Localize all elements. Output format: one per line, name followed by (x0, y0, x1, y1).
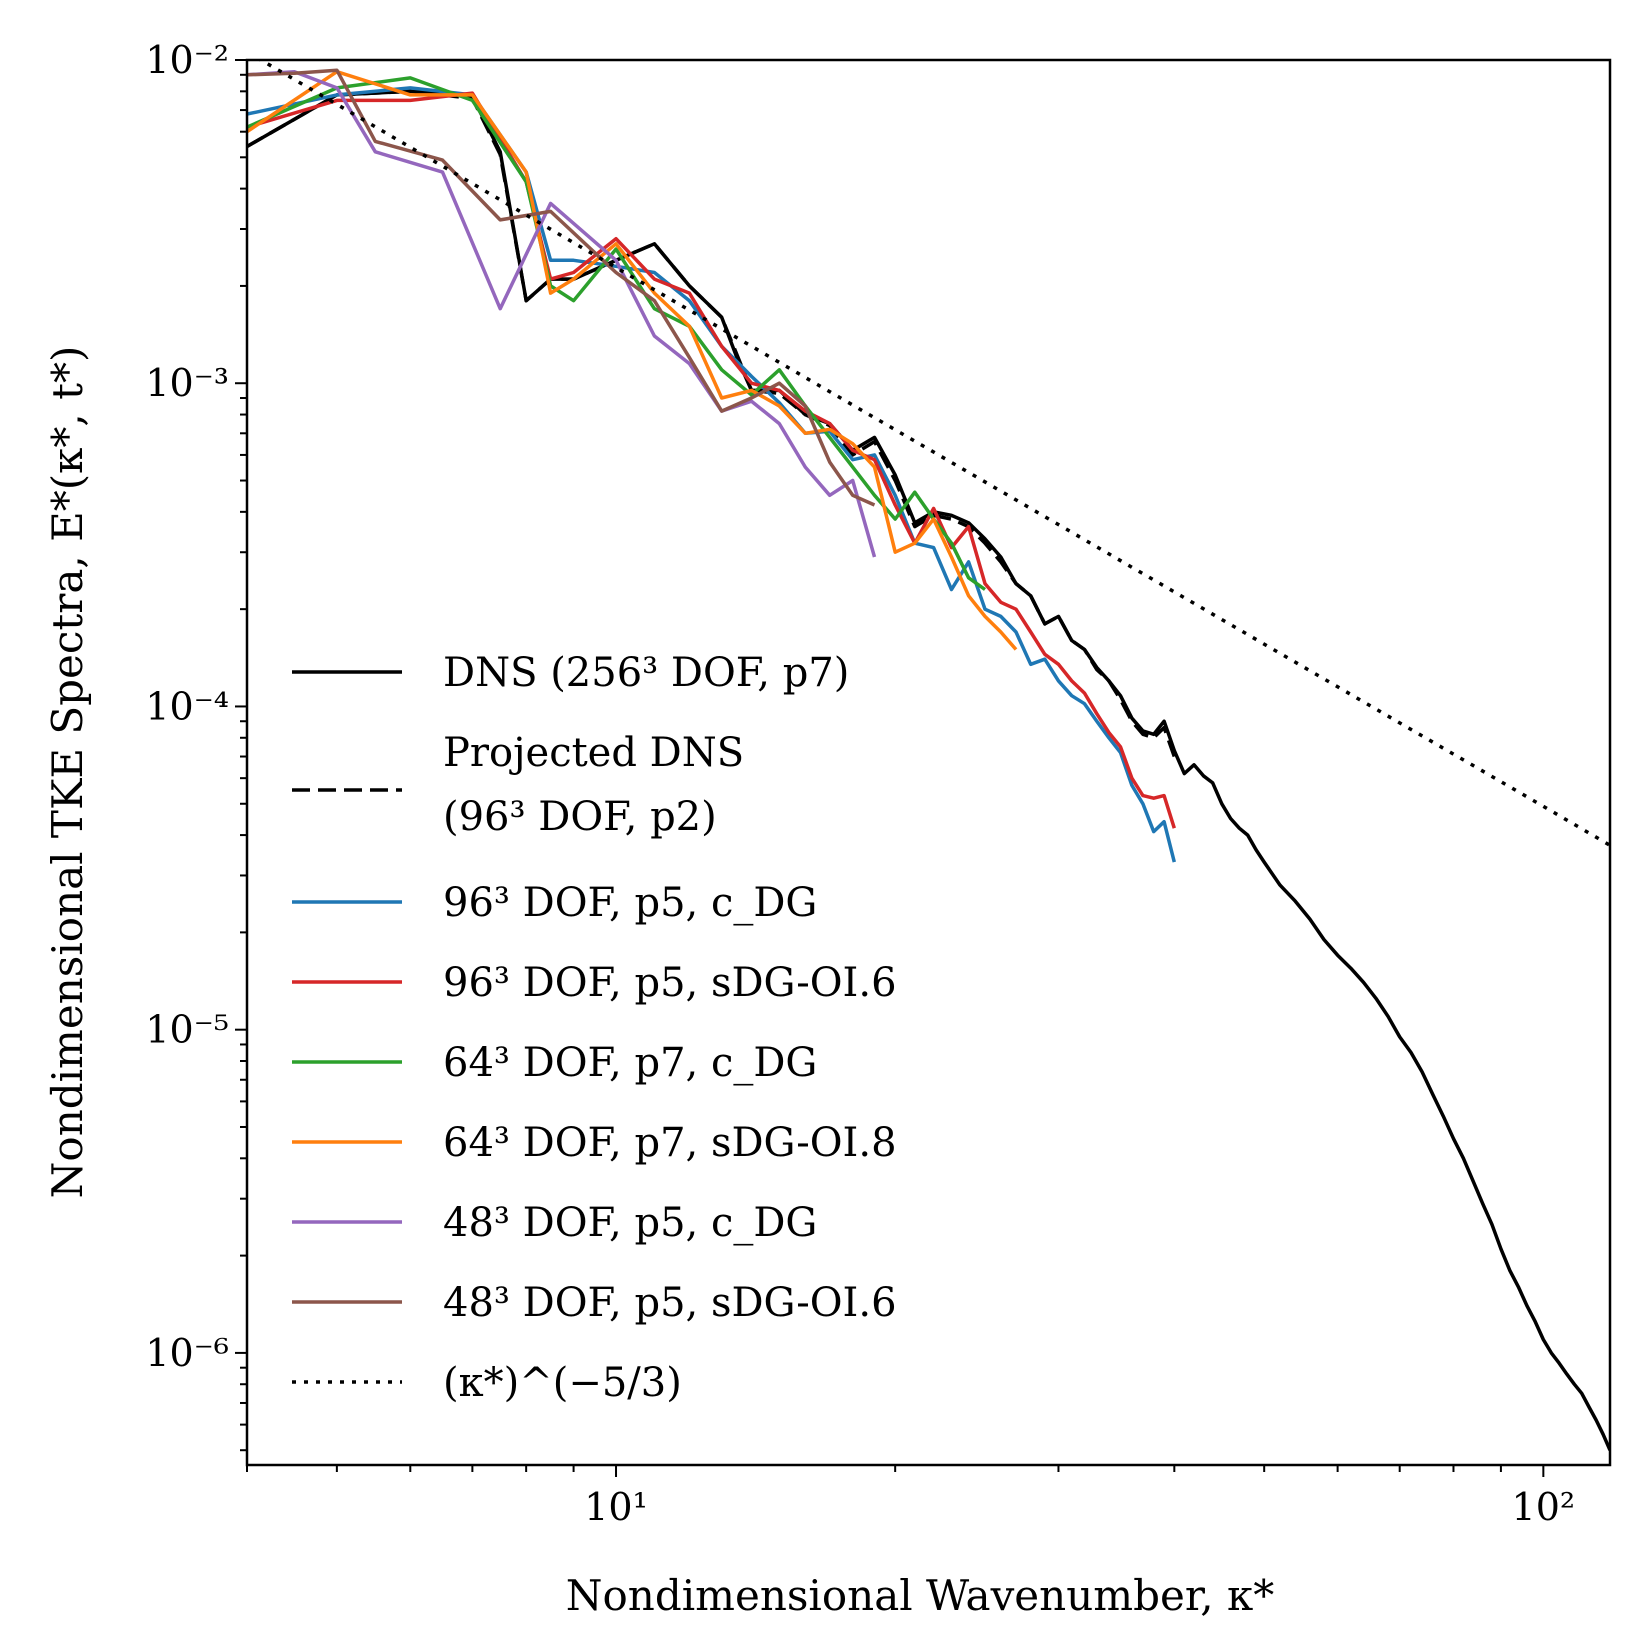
series-line-4 (247, 91, 1176, 829)
legend-label-2: Projected DNS (443, 730, 744, 776)
legend-label-8: 48³ DOF, p5, sDG-OI.6 (443, 1280, 897, 1326)
y-tick-label: 10⁻⁶ (145, 1331, 229, 1375)
x-axis-label: Nondimensional Wavenumber, κ* (566, 1571, 1275, 1620)
legend: DNS (256³ DOF, p7) Projected DNS (96³ DOF,… (292, 650, 897, 1406)
legend-label-7: 48³ DOF, p5, c_DG (443, 1200, 817, 1246)
x-tick-label: 10² (1512, 1485, 1576, 1529)
y-tick-label: 10⁻⁴ (145, 684, 229, 728)
legend-label-9: (κ*)^(−5/3) (443, 1360, 682, 1406)
series-layer (247, 60, 1610, 1451)
series-line-2 (247, 89, 1176, 758)
series-line-3 (247, 86, 1176, 863)
plot-frame (245, 58, 1612, 1467)
legend-label-6: 64³ DOF, p7, sDG-OI.8 (443, 1120, 897, 1166)
series-line-9 (257, 60, 1610, 847)
y-axis-label: Nondimensional TKE Spectra, E*(κ*, t*) (43, 346, 92, 1199)
x-tick-label: 10¹ (584, 1485, 648, 1529)
y-tick-label: 10⁻² (145, 38, 229, 82)
series-line-5 (247, 76, 987, 591)
legend-label-4: 96³ DOF, p5, sDG-OI.6 (443, 960, 897, 1006)
legend-label-2-line2: (96³ DOF, p2) (443, 794, 717, 840)
legend-label-3: 96³ DOF, p5, c_DG (443, 880, 817, 926)
legend-label-1: DNS (256³ DOF, p7) (443, 650, 849, 696)
series-line-7 (247, 69, 877, 558)
y-tick-label: 10⁻⁵ (145, 1008, 229, 1052)
legend-label-5: 64³ DOF, p7, c_DG (443, 1040, 817, 1086)
series-line-6 (247, 69, 1018, 651)
y-tick-label: 10⁻³ (145, 361, 229, 405)
axes-layer: 10¹ 10² 10⁻⁶ 10⁻⁵ 10⁻⁴ 10⁻³ 10⁻² (145, 38, 1612, 1529)
